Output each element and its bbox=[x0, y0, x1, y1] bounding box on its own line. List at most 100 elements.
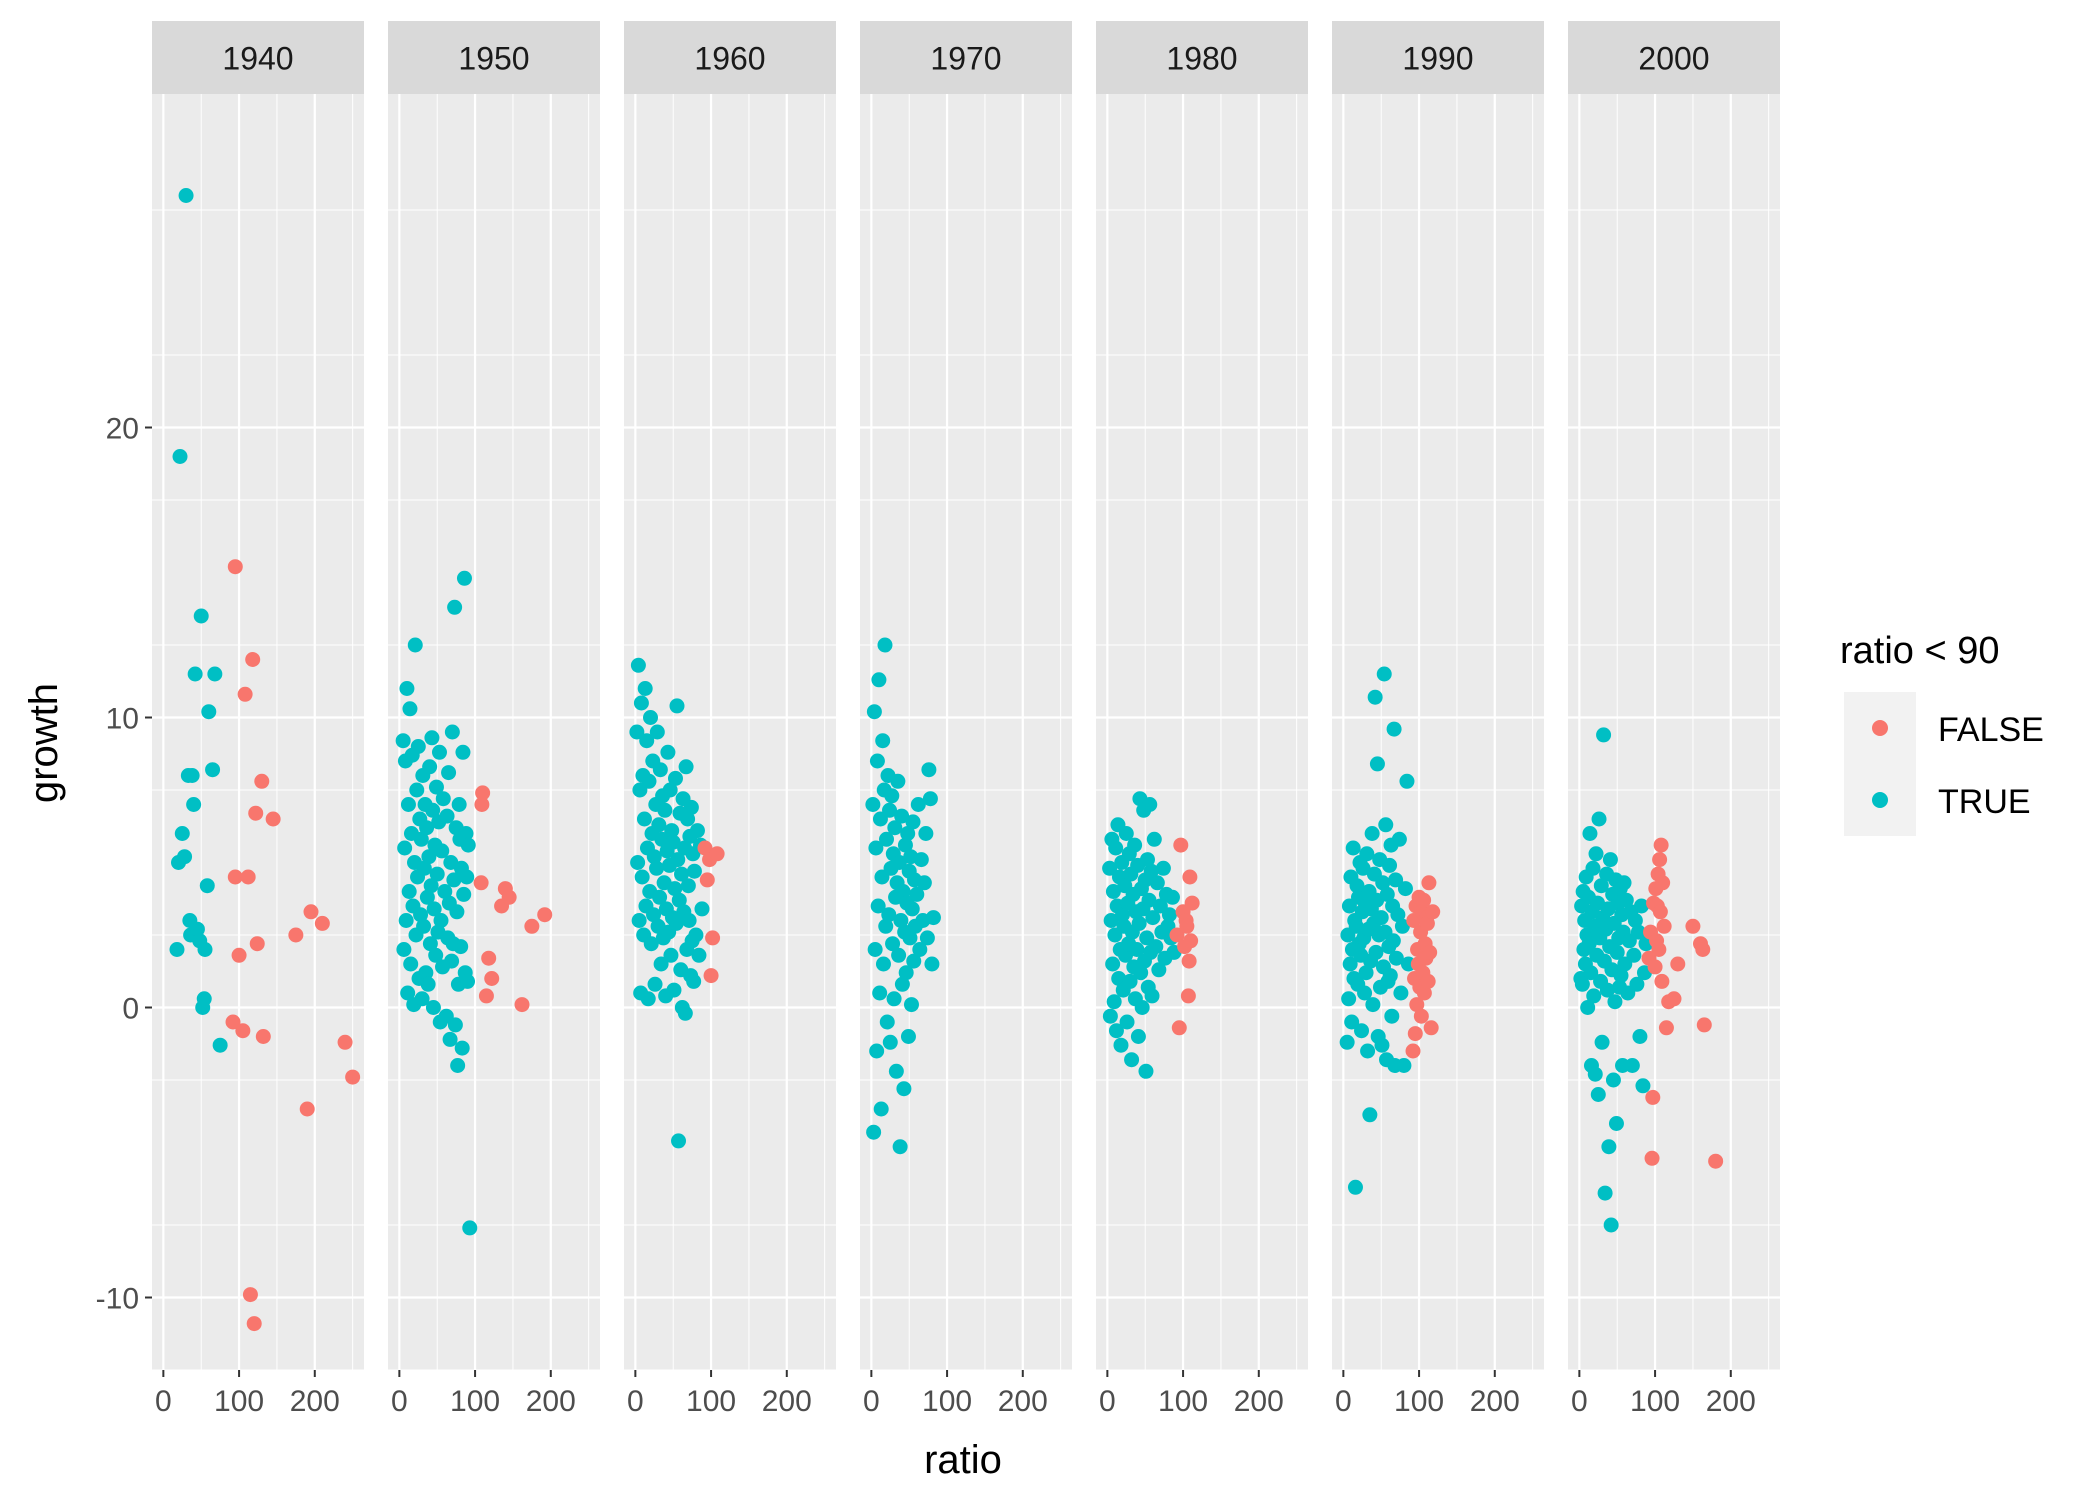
data-point-true bbox=[646, 849, 662, 865]
data-point-false bbox=[1423, 1020, 1439, 1036]
data-point-true bbox=[922, 791, 938, 807]
data-point-false bbox=[1666, 991, 1682, 1007]
data-point-true bbox=[1373, 910, 1389, 926]
data-point-true bbox=[184, 768, 200, 783]
legend: ratio < 90 FALSE TRUE bbox=[1840, 630, 2044, 836]
data-point-true bbox=[1345, 840, 1361, 856]
data-point-true bbox=[1369, 756, 1385, 772]
data-point-true bbox=[431, 744, 447, 760]
data-point-true bbox=[875, 733, 891, 749]
data-point-true bbox=[1130, 1029, 1146, 1044]
data-point-true bbox=[681, 913, 697, 928]
data-point-true bbox=[454, 1040, 470, 1056]
data-point-true bbox=[1359, 846, 1375, 862]
data-point-true bbox=[665, 834, 681, 850]
data-point-true bbox=[643, 936, 659, 952]
x-tick-label: 200 bbox=[290, 1385, 340, 1418]
data-point-true bbox=[1354, 1023, 1370, 1039]
data-point-true bbox=[177, 849, 193, 865]
data-point-true bbox=[1360, 1043, 1376, 1059]
data-point-true bbox=[402, 701, 418, 717]
data-point-true bbox=[631, 913, 647, 928]
data-point-true bbox=[869, 753, 885, 769]
x-tick-label: 0 bbox=[155, 1385, 172, 1418]
data-point-true bbox=[1148, 939, 1164, 955]
x-tick-label: 200 bbox=[1234, 1385, 1284, 1418]
data-point-true bbox=[1146, 831, 1162, 847]
data-point-true bbox=[1388, 950, 1404, 966]
data-point-false bbox=[1651, 942, 1667, 957]
data-point-true bbox=[172, 449, 188, 464]
x-tick-label: 100 bbox=[1394, 1385, 1444, 1418]
data-point-true bbox=[1379, 886, 1395, 902]
data-point-false bbox=[1179, 918, 1195, 934]
data-point-true bbox=[866, 1124, 882, 1140]
data-point-true bbox=[1111, 971, 1127, 986]
data-point-false bbox=[303, 904, 319, 920]
data-point-false bbox=[1169, 927, 1185, 943]
data-point-false bbox=[299, 1101, 315, 1117]
data-point-true bbox=[1358, 965, 1374, 981]
data-point-true bbox=[664, 823, 680, 839]
facet-panel-1940: 1940 0 100 200 bbox=[152, 21, 364, 1418]
data-point-false bbox=[1653, 837, 1669, 853]
data-point-false bbox=[1407, 1026, 1423, 1042]
legend-label-true: TRUE bbox=[1938, 783, 2031, 821]
data-point-true bbox=[212, 1037, 228, 1053]
data-point-true bbox=[1384, 1008, 1400, 1024]
data-point-false bbox=[478, 988, 494, 1004]
data-point-false bbox=[1652, 904, 1668, 920]
data-point-true bbox=[866, 704, 882, 720]
data-point-true bbox=[397, 840, 413, 856]
data-point-true bbox=[459, 869, 475, 885]
x-tick-label: 200 bbox=[1470, 1385, 1520, 1418]
data-point-true bbox=[1164, 889, 1180, 905]
data-point-true bbox=[886, 991, 902, 1007]
data-point-false bbox=[1696, 1017, 1712, 1033]
data-point-true bbox=[1118, 826, 1134, 841]
data-point-true bbox=[865, 797, 881, 812]
data-point-true bbox=[446, 872, 462, 888]
y-tick-label: 0 bbox=[122, 993, 139, 1026]
data-point-true bbox=[897, 837, 913, 853]
data-point-true bbox=[1602, 852, 1618, 868]
data-point-false bbox=[314, 915, 330, 931]
data-point-true bbox=[447, 599, 463, 615]
data-point-true bbox=[1142, 797, 1158, 812]
facet-strip bbox=[624, 21, 836, 94]
data-point-true bbox=[1141, 892, 1157, 908]
data-point-true bbox=[896, 1081, 912, 1097]
data-point-false bbox=[1645, 1089, 1661, 1105]
data-point-false bbox=[235, 1023, 251, 1039]
data-point-true bbox=[456, 886, 472, 902]
data-point-true bbox=[193, 608, 209, 624]
data-point-true bbox=[462, 1220, 478, 1236]
data-point-true bbox=[419, 820, 435, 836]
data-point-true bbox=[678, 759, 694, 775]
data-point-true bbox=[666, 982, 682, 998]
data-point-true bbox=[1588, 846, 1604, 862]
data-point-true bbox=[1601, 1139, 1617, 1155]
data-point-true bbox=[1143, 863, 1159, 879]
data-point-true bbox=[428, 947, 444, 963]
y-axis: -10 0 10 20 bbox=[96, 413, 152, 1316]
data-point-true bbox=[888, 1063, 904, 1079]
data-point-true bbox=[870, 898, 886, 914]
data-point-false bbox=[345, 1069, 361, 1085]
data-point-false bbox=[1421, 875, 1437, 891]
data-point-true bbox=[913, 852, 929, 868]
data-point-false bbox=[537, 907, 553, 923]
data-point-false bbox=[245, 652, 261, 667]
x-tick-label: 100 bbox=[214, 1385, 264, 1418]
facet-panel-1970: 1970 0 100 200 bbox=[860, 21, 1072, 1418]
data-point-true bbox=[1585, 860, 1601, 876]
data-point-true bbox=[429, 866, 445, 882]
data-point-true bbox=[667, 881, 683, 897]
data-point-true bbox=[1106, 994, 1122, 1010]
data-point-true bbox=[1580, 1000, 1596, 1015]
data-point-true bbox=[1149, 875, 1165, 891]
data-point-true bbox=[1362, 1107, 1378, 1123]
data-point-true bbox=[1348, 918, 1364, 934]
data-point-true bbox=[207, 666, 223, 682]
data-point-false bbox=[1647, 959, 1663, 975]
